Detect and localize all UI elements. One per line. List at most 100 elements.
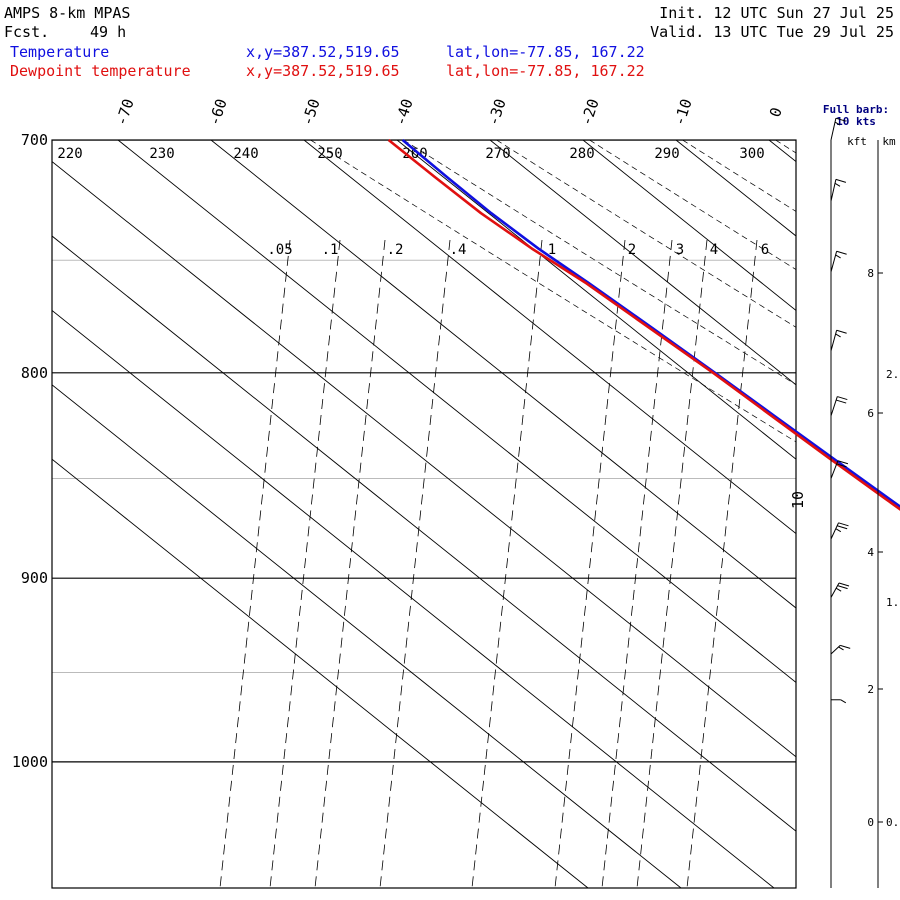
kft-tick-label: 4 (867, 546, 874, 559)
plot-frame (51, 139, 797, 889)
theta-label: 240 (233, 146, 258, 162)
moist-adiabat (310, 140, 796, 443)
mixing-ratio-line (636, 239, 708, 888)
kft-tick-label: 0 (867, 816, 874, 829)
valid-time: Valid. 13 UTC Tue 29 Jul 25 (650, 23, 894, 41)
isotherm (52, 161, 796, 758)
wind-barb-flag (840, 644, 851, 649)
moist-adiabat (403, 140, 796, 386)
wind-barb-flag (838, 582, 850, 587)
wind-barb-flag (835, 587, 842, 592)
wind-barb (830, 118, 837, 141)
wind-barb (830, 251, 838, 273)
theta-label: 280 (569, 146, 594, 162)
wind-barb (830, 396, 838, 417)
moist-adiabat-label: 10 (789, 491, 807, 509)
plot-area (52, 140, 900, 888)
mixing-ratio-label: 4 (710, 242, 718, 258)
kft-label: kft (847, 135, 867, 148)
mixing-ratio-line (379, 239, 451, 888)
theta-label: 220 (57, 146, 82, 162)
isotherm-label: -40 (391, 97, 416, 128)
wind-barb-flag (837, 460, 849, 465)
mixing-ratio-line (471, 239, 543, 888)
wind-barb-flag (838, 522, 849, 527)
wind-barb-flag (834, 121, 841, 126)
isotherm (489, 140, 796, 386)
kft-tick-label: 2 (867, 683, 874, 696)
barb-legend-speed: 10 kts (836, 115, 876, 128)
kft-tick-label: 6 (867, 407, 874, 420)
wind-barb (830, 522, 839, 540)
isotherm-label: -30 (484, 97, 509, 128)
isotherm (768, 140, 796, 163)
legend-dewpoint-name: Dewpoint temperature (10, 62, 191, 80)
moist-adiabat (775, 140, 796, 154)
isotherm-label: -60 (205, 97, 230, 128)
wind-barb (830, 330, 838, 352)
isotherm-label: 0 (766, 105, 786, 119)
mixing-ratio-label: .2 (387, 242, 404, 258)
barb-legend-title: Full barb: (823, 103, 889, 116)
moist-adiabat (496, 140, 796, 328)
dewpoint-line (387, 138, 900, 511)
legend-dewpoint-xy: x,y=387.52,519.65 (246, 62, 400, 80)
km-tick-label: 0. (886, 816, 899, 829)
isotherm (862, 140, 900, 888)
wind-barb-flag (836, 399, 847, 404)
theta-label: 300 (739, 146, 764, 162)
isotherm (396, 140, 796, 460)
wind-barb-flag (838, 646, 844, 651)
forecast-label: Fcst. (4, 23, 50, 41)
mixing-ratio-label: 6 (761, 242, 769, 258)
mixing-ratio-line (686, 239, 758, 888)
legend-temperature-name: Temperature (10, 43, 110, 61)
legend-temperature-xy: x,y=387.52,519.65 (246, 43, 400, 61)
mixing-ratio-label: .4 (450, 242, 467, 258)
wind-barb-flag (835, 117, 847, 122)
km-tick-label: 1. (886, 596, 899, 609)
mixing-ratio-line (601, 239, 673, 888)
wind-barb-flag (836, 463, 847, 468)
moist-adiabat (869, 140, 900, 888)
pressure-label: 900 (21, 569, 48, 587)
legend-temperature-latlon: lat,lon=-77.85, 167.22 (446, 43, 645, 61)
theta-label: 260 (402, 146, 427, 162)
kft-tick-label: 8 (867, 267, 874, 280)
isotherm-label: -20 (577, 97, 602, 128)
wind-barb-flag (834, 182, 841, 187)
wind-barb-flag (835, 333, 841, 338)
wind-barb (830, 179, 837, 202)
pressure-label: 700 (21, 131, 48, 149)
isotherm (117, 140, 796, 683)
theta-label: 290 (654, 146, 679, 162)
temperature-line (401, 139, 900, 509)
theta-label: 250 (317, 146, 342, 162)
mixing-ratio-line (269, 239, 341, 888)
isotherm-label: -10 (670, 97, 695, 128)
isotherm (52, 235, 796, 832)
mixing-ratio-line (314, 239, 386, 888)
mixing-ratio-line (219, 239, 291, 888)
mixing-ratio-label: 3 (676, 242, 684, 258)
wind-barb-flag (836, 329, 847, 334)
isotherm (52, 309, 775, 888)
wind-barb-flag (836, 250, 847, 255)
pressure-label: 800 (21, 364, 48, 382)
wind-barb-flag (837, 525, 848, 530)
isotherm (52, 384, 682, 888)
theta-label: 270 (485, 146, 510, 162)
km-label: km (882, 135, 896, 148)
wind-barb-flag (837, 585, 848, 590)
forecast-hours: 49 h (90, 23, 127, 41)
mixing-ratio-label: .05 (267, 242, 292, 258)
wind-barb-flag (837, 396, 848, 401)
mixing-ratio-label: 2 (628, 242, 636, 258)
wind-barb-flag (835, 254, 841, 259)
isotherm-label: -70 (112, 97, 137, 128)
isotherm-label: -50 (298, 97, 323, 128)
theta-label: 230 (149, 146, 174, 162)
init-time: Init. 12 UTC Sun 27 Jul 25 (659, 4, 894, 22)
wind-barb-flag (835, 178, 847, 183)
